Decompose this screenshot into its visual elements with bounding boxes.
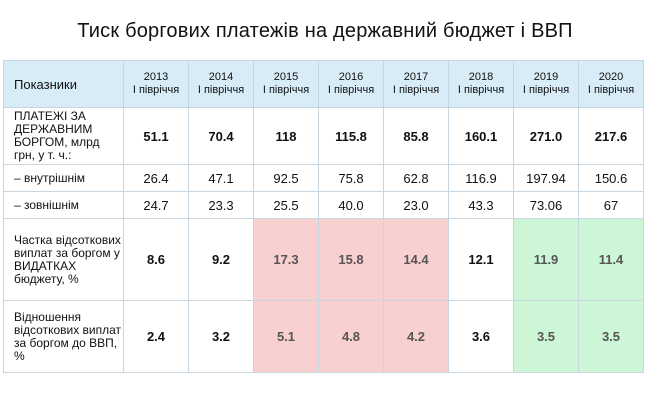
table-cell-high: 14.4: [383, 218, 449, 301]
header-year-col: 2019 I півріччя: [513, 60, 579, 108]
table-cell: 271.0: [513, 107, 579, 165]
table-cell: 67: [578, 191, 644, 219]
header-year-col: 2015 I півріччя: [253, 60, 319, 108]
table-cell: 75.8: [318, 164, 384, 192]
row-label: Відношення відсоткових виплат за боргом …: [3, 300, 124, 373]
page-title: Тиск боргових платежів на державний бюдж…: [77, 20, 573, 42]
table-cell: 115.8: [318, 107, 384, 165]
table-cell-high: 4.2: [383, 300, 449, 373]
table-cell-low: 11.9: [513, 218, 579, 301]
period: I півріччя: [457, 84, 505, 96]
year: 2013: [143, 71, 169, 83]
year: 2017: [403, 71, 429, 83]
table-row: – внутрішнім 26.4 47.1 92.5 75.8 62.8 11…: [3, 164, 644, 192]
table-row: – зовнішнім 24.7 23.3 25.5 40.0 23.0 43.…: [3, 191, 644, 219]
table-cell: 73.06: [513, 191, 579, 219]
period: I півріччя: [392, 84, 440, 96]
table-cell-high: 15.8: [318, 218, 384, 301]
table-cell: 23.0: [383, 191, 449, 219]
row-label: ПЛАТЕЖІ ЗА ДЕРЖАВНИМ БОРГОМ, млрд грн, у…: [3, 107, 124, 165]
header-row: Показники 2013 I півріччя 2014 I півріччя …: [3, 60, 644, 108]
table-cell: 8.6: [123, 218, 189, 301]
table-cell: 3.2: [188, 300, 254, 373]
table-cell: 2.4: [123, 300, 189, 373]
table-cell-high: 5.1: [253, 300, 319, 373]
header-label: Показники: [3, 60, 124, 108]
header-year-col: 2014 I півріччя: [188, 60, 254, 108]
table-cell: 118: [253, 107, 319, 165]
table-cell: 40.0: [318, 191, 384, 219]
period: I півріччя: [522, 84, 570, 96]
year: 2015: [273, 71, 299, 83]
table-cell-low: 11.4: [578, 218, 644, 301]
header-year-col: 2020 I півріччя: [578, 60, 644, 108]
period: I півріччя: [197, 84, 245, 96]
header-year-col: 2016 I півріччя: [318, 60, 384, 108]
header-year-col: 2017 I півріччя: [383, 60, 449, 108]
year: 2020: [598, 71, 624, 83]
table-cell: 25.5: [253, 191, 319, 219]
table-row: Відношення відсоткових виплат за боргом …: [3, 300, 644, 373]
header-year-col: 2013 I півріччя: [123, 60, 189, 108]
period: I півріччя: [327, 84, 375, 96]
table-cell: 47.1: [188, 164, 254, 192]
table-cell: 116.9: [448, 164, 514, 192]
table-cell: 24.7: [123, 191, 189, 219]
year: 2019: [533, 71, 559, 83]
table-cell: 12.1: [448, 218, 514, 301]
table-cell: 160.1: [448, 107, 514, 165]
table-cell: 23.3: [188, 191, 254, 219]
header-year-col: 2018 I півріччя: [448, 60, 514, 108]
row-label: – зовнішнім: [3, 191, 124, 219]
period: I півріччя: [262, 84, 310, 96]
year: 2016: [338, 71, 364, 83]
row-label: Частка відсоткових виплат за боргом у ВИ…: [3, 218, 124, 301]
table-cell: 3.6: [448, 300, 514, 373]
table-cell: 26.4: [123, 164, 189, 192]
period: I півріччя: [132, 84, 180, 96]
table-cell: 217.6: [578, 107, 644, 165]
table-cell: 92.5: [253, 164, 319, 192]
table-cell: 197.94: [513, 164, 579, 192]
table-cell: 70.4: [188, 107, 254, 165]
table-cell-high: 17.3: [253, 218, 319, 301]
table-row: Частка відсоткових виплат за боргом у ВИ…: [3, 218, 644, 301]
table-cell-low: 3.5: [578, 300, 644, 373]
table-row: ПЛАТЕЖІ ЗА ДЕРЖАВНИМ БОРГОМ, млрд грн, у…: [3, 107, 644, 165]
year: 2018: [468, 71, 494, 83]
debt-table: Показники 2013 I півріччя 2014 I півріччя …: [3, 60, 644, 373]
table-cell: 43.3: [448, 191, 514, 219]
table-cell: 9.2: [188, 218, 254, 301]
table-cell: 62.8: [383, 164, 449, 192]
table-cell-low: 3.5: [513, 300, 579, 373]
row-label: – внутрішнім: [3, 164, 124, 192]
table-cell: 150.6: [578, 164, 644, 192]
period: I півріччя: [587, 84, 635, 96]
table-cell: 51.1: [123, 107, 189, 165]
table-cell-high: 4.8: [318, 300, 384, 373]
table-cell: 85.8: [383, 107, 449, 165]
year: 2014: [208, 71, 234, 83]
